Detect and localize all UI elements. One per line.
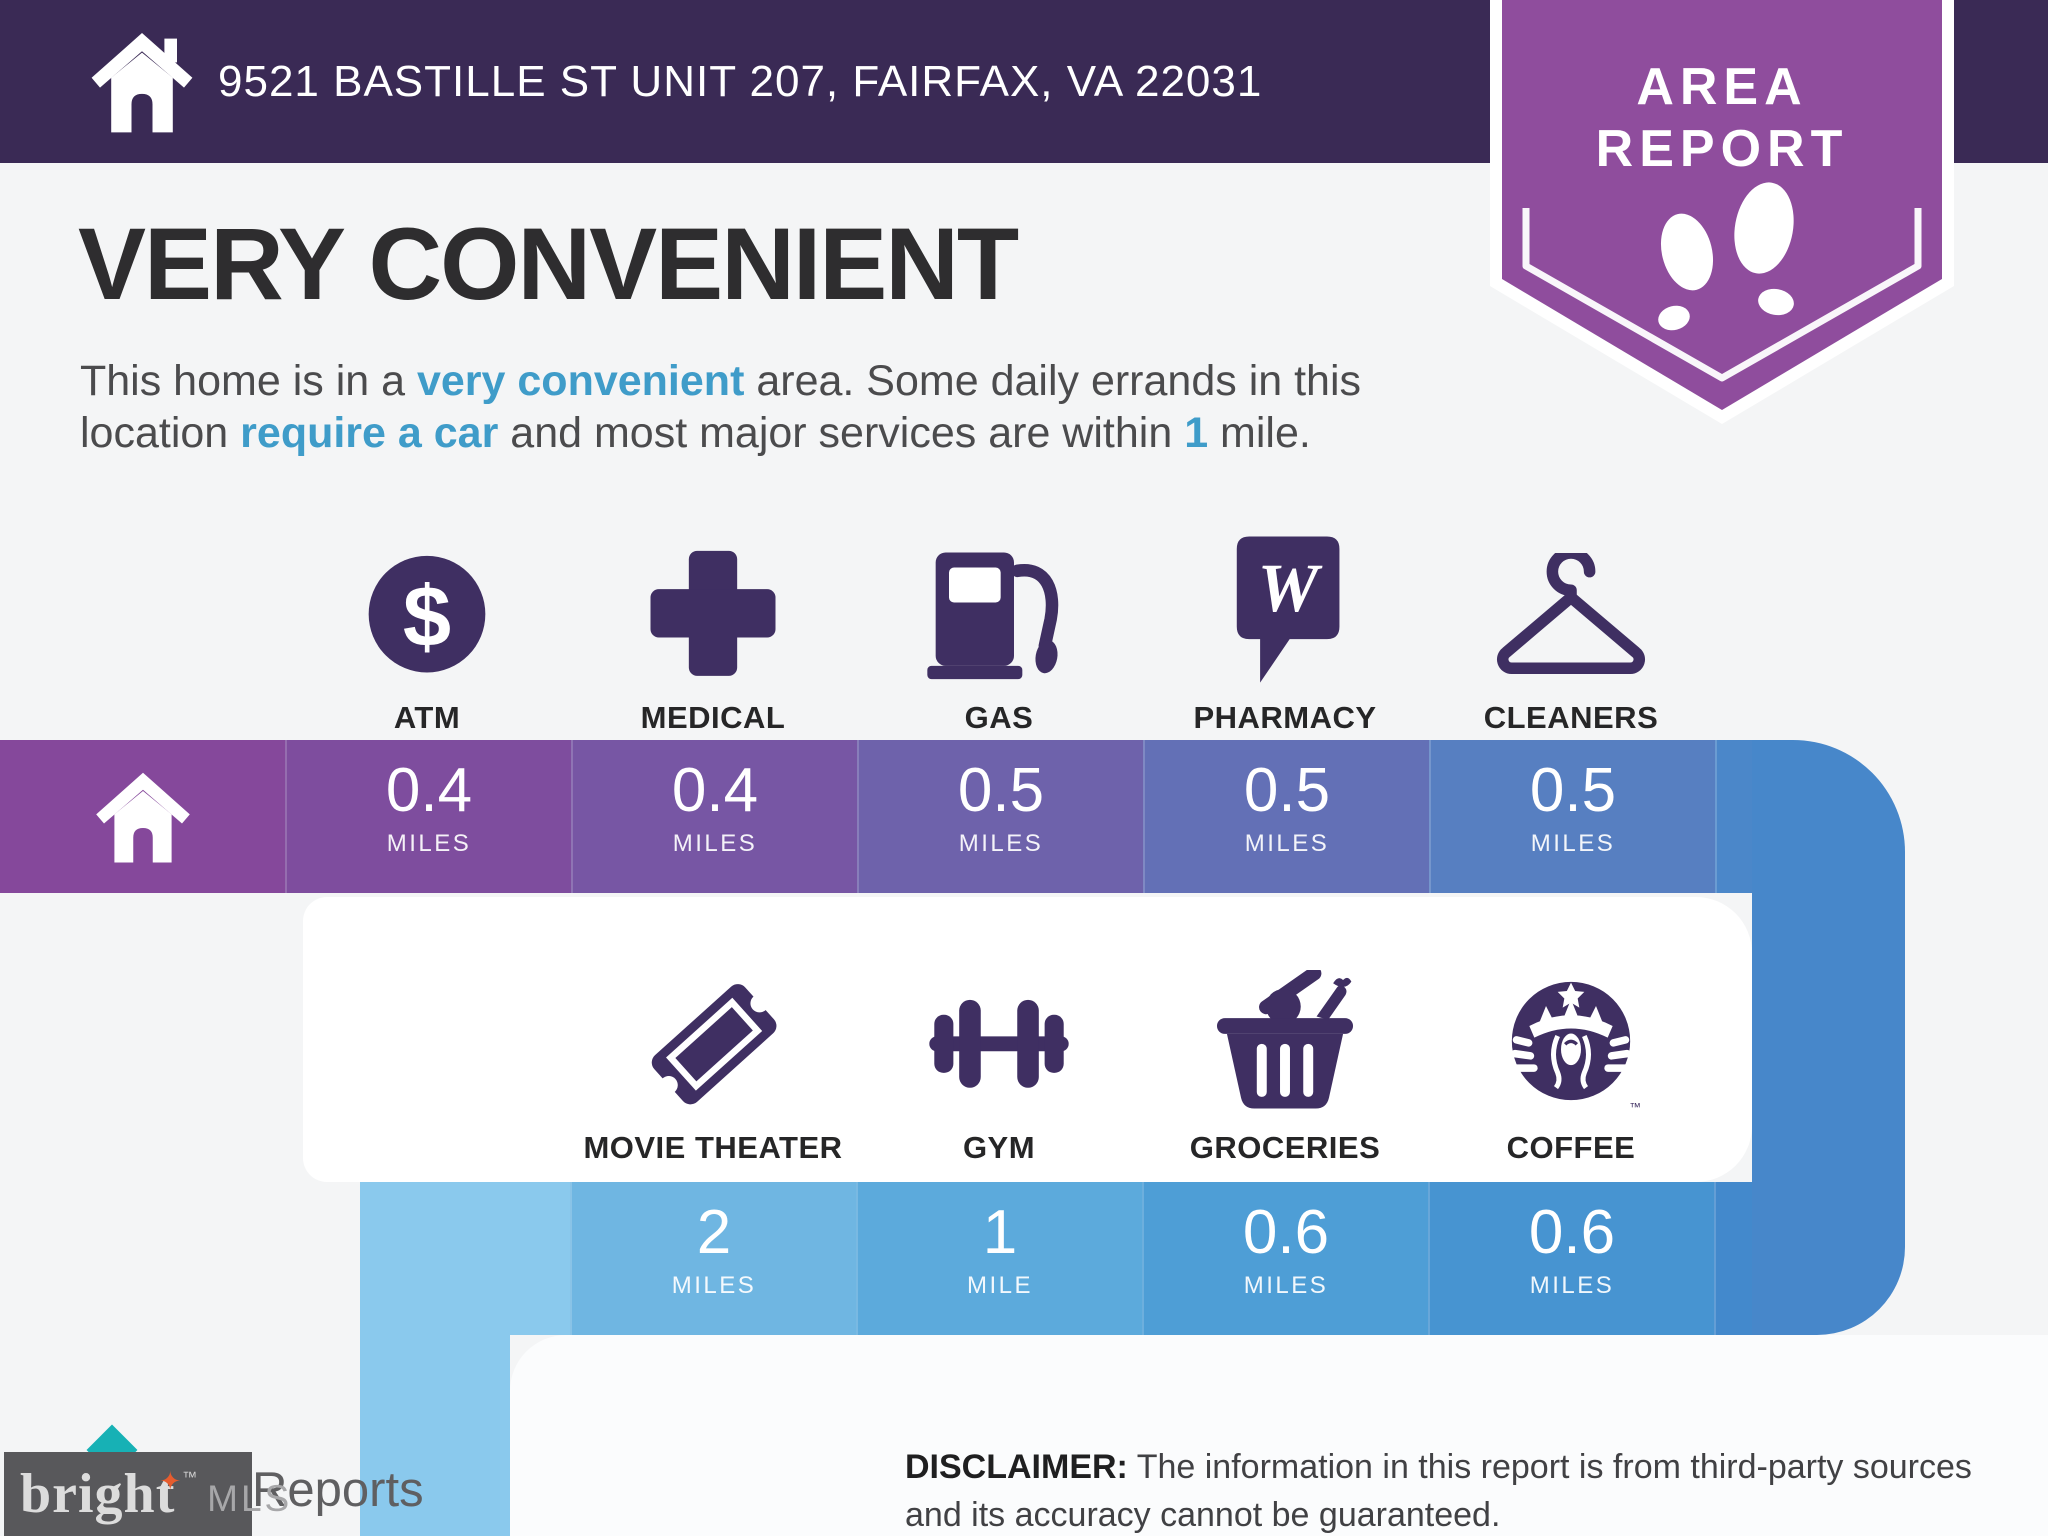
- amenity-label: GYM: [962, 1130, 1036, 1165]
- distance-band-1: 0.4 MILES 0.4 MILES 0.5 MILES 0.5 MILES …: [0, 740, 1752, 893]
- brand-name: bright: [20, 1463, 176, 1525]
- amenity-pharmacy: W PHARMACY: [1142, 528, 1428, 736]
- distance-band-2: 2 MILES 1 MILE 0.6 MILES 0.6 MILES: [360, 1182, 1752, 1335]
- walkability-title: VERY CONVENIENT: [78, 207, 1019, 321]
- svg-text:™: ™: [1629, 1101, 1641, 1114]
- distance-segment: 1 MILE: [856, 1182, 1142, 1335]
- dollar-circle-icon: $: [284, 528, 570, 686]
- spark-icon: ✦: [159, 1465, 182, 1496]
- desc-highlight: very convenient: [416, 357, 745, 405]
- area-report-badge: AREA REPORT: [1490, 0, 1954, 424]
- distance-value: 0.4: [385, 756, 473, 825]
- dumbbell-icon: [856, 958, 1142, 1116]
- bottom-white-panel: [510, 1335, 2048, 1536]
- distance-unit: MILES: [1529, 1272, 1615, 1299]
- distance-segment: 2 MILES: [570, 1182, 856, 1335]
- amenity-cleaners: CLEANERS: [1428, 528, 1714, 736]
- distance-unit: MILES: [1243, 1272, 1329, 1299]
- amenity-atm: $ ATM: [284, 528, 570, 736]
- distance-segment: 0.5 MILES: [1143, 740, 1429, 893]
- badge-line2: REPORT: [1596, 120, 1849, 178]
- band-lead: [360, 1182, 570, 1335]
- desc-highlight: 1: [1184, 408, 1209, 457]
- band-tail: [1714, 1182, 1752, 1335]
- reports-wordmark: Reports: [252, 1463, 424, 1517]
- svg-text:W: W: [1258, 550, 1323, 626]
- distance-value: 0.4: [671, 756, 759, 825]
- distance-unit: MILES: [672, 830, 758, 857]
- badge-shape: [1502, 0, 1942, 410]
- svg-text:$: $: [403, 569, 451, 665]
- amenity-gym: GYM: [856, 958, 1142, 1166]
- distance-segment: 0.5 MILES: [857, 740, 1143, 893]
- desc-highlight: require a car: [240, 408, 499, 457]
- footprints-icon: [1658, 182, 1794, 331]
- amenity-label: MEDICAL: [640, 700, 786, 735]
- amenity-label: ATM: [393, 700, 461, 735]
- desc-text: and most major services are within: [498, 408, 1185, 457]
- band-right-elbow: [1752, 740, 1905, 1335]
- amenity-label: PHARMACY: [1193, 700, 1377, 735]
- distance-unit: MILES: [1530, 830, 1616, 857]
- distance-value: 0.6: [1528, 1198, 1616, 1267]
- walgreens-icon: W: [1142, 528, 1428, 686]
- distance-segment: 0.5 MILES: [1429, 740, 1715, 893]
- amenity-movie-theater: MOVIE THEATER: [570, 958, 856, 1166]
- distance-unit: MILES: [958, 830, 1044, 857]
- distance-value: 1: [982, 1198, 1018, 1267]
- home-icon: [91, 763, 195, 871]
- distance-unit: MILE: [966, 1272, 1033, 1299]
- amenity-medical: MEDICAL: [570, 528, 856, 736]
- distance-segment: 0.4 MILES: [285, 740, 571, 893]
- amenity-label: COFFEE: [1506, 1130, 1636, 1165]
- distance-value: 0.6: [1242, 1198, 1330, 1267]
- property-address: 9521 BASTILLE ST UNIT 207, FAIRFAX, VA 2…: [218, 57, 1263, 106]
- starbucks-icon: ™: [1428, 958, 1714, 1116]
- distance-value: 0.5: [957, 756, 1045, 825]
- distance-value: 0.5: [1243, 756, 1331, 825]
- badge-line1: AREA: [1636, 58, 1807, 116]
- band-home-segment: [0, 740, 285, 893]
- distance-value: 2: [696, 1198, 732, 1267]
- distance-value: 0.5: [1529, 756, 1617, 825]
- amenity-gas: GAS: [856, 528, 1142, 736]
- distance-segment: 0.6 MILES: [1428, 1182, 1714, 1335]
- brand-suffix: MLS: [207, 1478, 293, 1519]
- disclaimer-label: DISCLAIMER:: [905, 1448, 1128, 1486]
- desc-text: area. Some daily errands in this locatio…: [80, 357, 1362, 457]
- distance-segment: 0.6 MILES: [1142, 1182, 1428, 1335]
- disclaimer-text: The information in this report is from t…: [905, 1448, 1972, 1534]
- desc-text: mile.: [1208, 408, 1311, 457]
- home-icon: [86, 16, 198, 148]
- amenity-label: GROCERIES: [1189, 1130, 1381, 1165]
- gas-pump-icon: [856, 528, 1142, 686]
- hanger-icon: [1428, 528, 1714, 686]
- medical-cross-icon: [570, 528, 856, 686]
- disclaimer: DISCLAIMER: The information in this repo…: [905, 1444, 2015, 1536]
- trademark-symbol: ™: [182, 1468, 198, 1486]
- amenity-groceries: GROCERIES: [1142, 958, 1428, 1166]
- amenity-coffee: ™ COFFEE: [1428, 958, 1714, 1166]
- amenity-label: MOVIE THEATER: [583, 1130, 843, 1165]
- distance-segment: 0.4 MILES: [571, 740, 857, 893]
- bright-mls-logo: bright ✦ ™ MLS: [4, 1452, 289, 1536]
- ticket-icon: [570, 958, 856, 1116]
- amenity-label: GAS: [964, 700, 1034, 735]
- distance-unit: MILES: [386, 830, 472, 857]
- basket-icon: [1142, 958, 1428, 1116]
- desc-text: This home is in a: [80, 357, 417, 405]
- distance-unit: MILES: [1244, 830, 1330, 857]
- band-tail: [1715, 740, 1752, 893]
- amenity-label: CLEANERS: [1483, 700, 1659, 735]
- distance-unit: MILES: [671, 1272, 757, 1299]
- walkability-description: This home is in a very convenient area. …: [80, 356, 1470, 459]
